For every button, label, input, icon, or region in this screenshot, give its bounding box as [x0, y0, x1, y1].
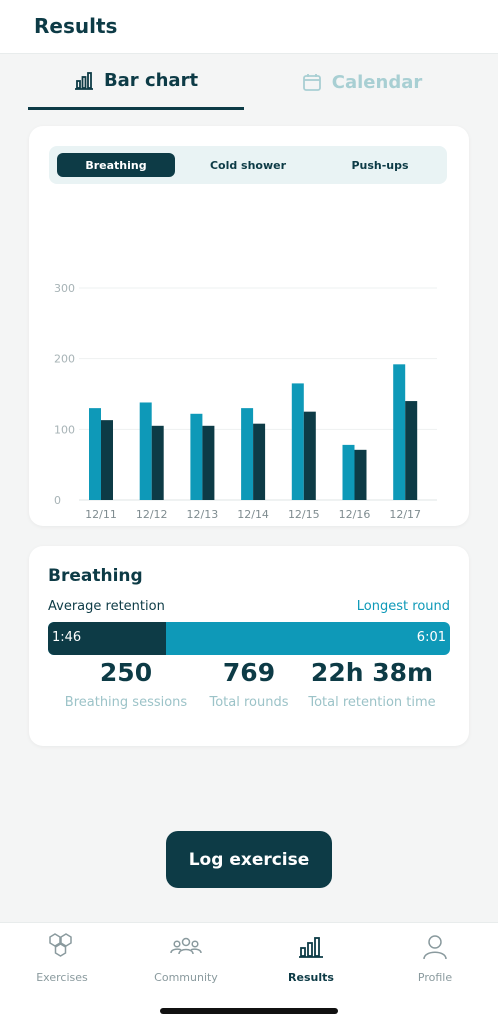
segment-breathing[interactable]: Breathing [57, 153, 175, 177]
community-icon [170, 937, 202, 955]
stat-label: Total retention time [308, 695, 436, 710]
stat-label: Total rounds [209, 695, 289, 710]
nav-item-results[interactable]: Results [249, 931, 373, 984]
longest-round-label: Longest round [356, 599, 450, 614]
nav-label: Profile [417, 971, 453, 984]
y-tick-label: 300 [54, 282, 75, 295]
stat-total-retention-time: 22h 38m Total retention time [302, 658, 442, 712]
bar [291, 383, 304, 500]
x-tick-label: 12/14 [237, 508, 269, 521]
exercise-segmented-control: Breathing Cold shower Push-ups [49, 146, 447, 184]
stat-breathing-sessions: 250 Breathing sessions [56, 658, 196, 712]
bar [405, 401, 418, 500]
x-tick-label: 12/12 [136, 508, 168, 521]
x-tick-label: 12/11 [85, 508, 117, 521]
bar-chart-icon [74, 71, 93, 90]
tab-bar-chart[interactable]: Bar chart [28, 54, 244, 110]
bar-chart: 0 100 200 300 12/11 12/12 12/13 12/14 12/15 12/16… [54, 282, 437, 521]
calendar-icon [302, 74, 321, 91]
average-retention-label: Average retention [48, 599, 165, 614]
x-tick-label: 12/13 [187, 508, 219, 521]
nav-item-profile[interactable]: Profile [373, 931, 497, 984]
bar [253, 423, 266, 500]
average-retention-value: 1:46 [52, 630, 82, 645]
bar [393, 364, 406, 500]
hexagons-icon [49, 933, 72, 957]
bar [151, 425, 164, 500]
tab-calendar-label: Calendar [331, 71, 423, 93]
view-tabs: Bar chart Calendar [0, 54, 498, 112]
nav-item-exercises[interactable]: Exercises [0, 931, 124, 984]
home-indicator [160, 1008, 338, 1014]
profile-icon [423, 935, 447, 960]
longest-round-value: 6:01 [416, 630, 446, 645]
x-tick-label: 12/15 [288, 508, 320, 521]
tab-calendar[interactable]: Calendar [254, 54, 470, 110]
bar-chart-icon [299, 937, 323, 958]
stats-card: Breathing Average retention Longest roun… [29, 546, 469, 746]
stats-title: Breathing [48, 566, 143, 586]
bar [241, 408, 254, 500]
log-exercise-button[interactable]: Log exercise [166, 831, 332, 888]
bottom-nav: Exercises Community Results [0, 922, 498, 1024]
bar [202, 425, 215, 500]
stat-value: 769 [222, 658, 276, 687]
bar [139, 402, 152, 500]
y-tick-label: 200 [54, 353, 75, 366]
nav-label: Community [154, 971, 218, 984]
y-tick-label: 100 [54, 423, 75, 436]
segment-cold-shower[interactable]: Cold shower [209, 158, 287, 172]
bar [303, 411, 316, 500]
tab-bar-chart-label: Bar chart [103, 70, 199, 91]
nav-label: Exercises [36, 971, 88, 984]
stat-total-rounds: 769 Total rounds [179, 658, 319, 712]
bar [101, 420, 113, 500]
app-header: Results [0, 0, 498, 54]
nav-label: Results [288, 971, 334, 984]
x-tick-label: 12/16 [339, 508, 371, 521]
bar [190, 413, 203, 500]
nav-item-community[interactable]: Community [124, 931, 248, 984]
page-title: Results [34, 14, 118, 38]
bar [342, 444, 355, 500]
x-tick-label: 12/17 [389, 508, 421, 521]
stat-value: 250 [99, 658, 153, 687]
bar [354, 449, 367, 500]
chart-card: Breathing Cold shower Push-ups 0 100 200 30… [29, 126, 469, 526]
stat-value: 22h 38m [310, 658, 434, 687]
average-retention-fill [48, 622, 166, 655]
bar [89, 408, 101, 500]
stat-label: Breathing sessions [64, 695, 188, 710]
retention-bar: 1:46 6:01 [48, 622, 450, 655]
segment-push-ups[interactable]: Push-ups [351, 158, 409, 172]
y-tick-label: 0 [54, 494, 61, 507]
